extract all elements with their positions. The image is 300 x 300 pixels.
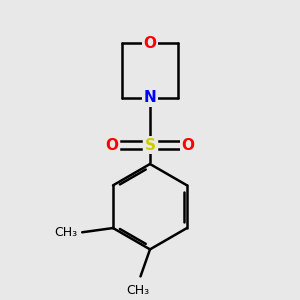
Text: S: S xyxy=(145,137,155,152)
Text: CH₃: CH₃ xyxy=(54,226,77,239)
Text: O: O xyxy=(143,36,157,51)
Text: N: N xyxy=(144,90,156,105)
Text: O: O xyxy=(182,137,194,152)
Text: O: O xyxy=(106,137,118,152)
Text: CH₃: CH₃ xyxy=(127,284,150,296)
